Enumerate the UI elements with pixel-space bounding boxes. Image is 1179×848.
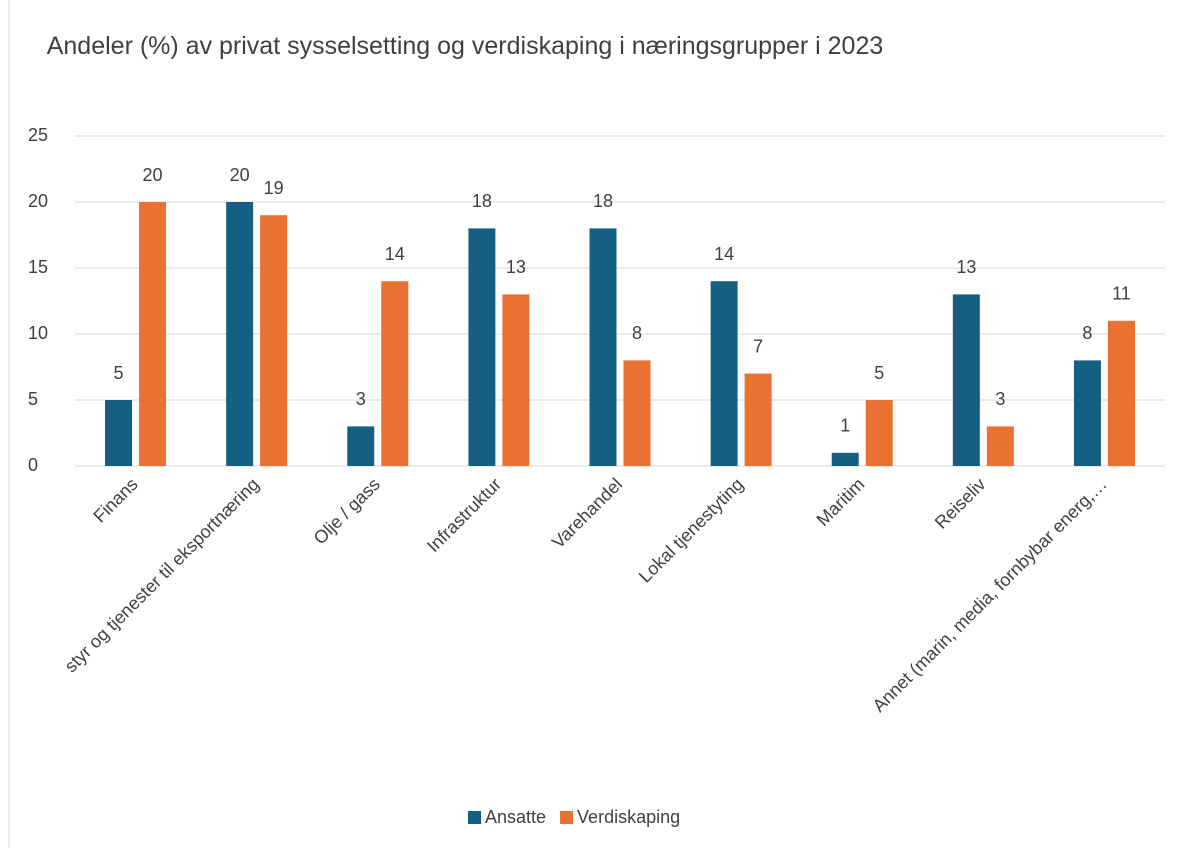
bar	[139, 202, 167, 466]
data-label: 5	[114, 363, 124, 383]
x-tick-label: Annet (marin, media, fornbybar energ,…	[869, 474, 1111, 716]
bar	[105, 400, 133, 466]
data-label: 19	[264, 178, 284, 198]
legend-swatch	[468, 811, 481, 824]
data-label: 20	[143, 165, 163, 185]
y-tick-label: 5	[28, 389, 38, 409]
bar	[1107, 320, 1135, 466]
bar	[381, 281, 409, 466]
legend-label: Ansatte	[485, 807, 546, 827]
bar	[710, 281, 738, 466]
x-tick-label: Maritim	[813, 474, 869, 530]
x-tick-label: Reiseliv	[931, 474, 990, 533]
y-tick-label: 25	[28, 125, 48, 145]
data-label: 13	[506, 257, 526, 277]
data-label: 14	[385, 244, 405, 264]
x-tick-label: Varehandel	[548, 474, 626, 552]
data-label: 8	[632, 323, 642, 343]
bar	[468, 228, 496, 466]
data-label: 5	[874, 363, 884, 383]
x-tick-label: styr og tjenester til eksportnæring	[61, 474, 263, 676]
data-label: 13	[956, 257, 976, 277]
x-tick-label: Olje / gass	[310, 474, 384, 548]
x-tick-label: Infrastruktur	[423, 474, 505, 556]
bar	[986, 426, 1014, 466]
data-label: 7	[753, 336, 763, 356]
bar	[1073, 360, 1101, 466]
data-label: 8	[1082, 323, 1092, 343]
data-label: 20	[230, 165, 250, 185]
bar	[952, 294, 980, 466]
bar	[831, 452, 859, 466]
x-tick-label: Finans	[89, 474, 141, 526]
chart-title: Andeler (%) av privat sysselsetting og v…	[46, 32, 884, 60]
data-label: 3	[995, 389, 1005, 409]
bar	[744, 373, 772, 466]
bar	[260, 215, 288, 466]
data-label: 18	[472, 191, 492, 211]
bar	[226, 202, 254, 466]
legend-label: Verdiskaping	[577, 807, 680, 827]
legend-swatch	[560, 811, 574, 824]
x-tick-label: Lokal tjenestyting	[635, 474, 747, 586]
bar	[347, 426, 375, 466]
data-label: 14	[714, 244, 734, 264]
data-label: 18	[593, 191, 613, 211]
bar	[623, 360, 651, 466]
y-tick-label: 15	[28, 257, 48, 277]
y-tick-label: 10	[28, 323, 48, 343]
bar	[865, 400, 893, 466]
bar	[502, 294, 530, 466]
data-label: 11	[1112, 284, 1131, 304]
data-label: 3	[356, 389, 366, 409]
y-tick-label: 20	[28, 191, 48, 211]
chart-border	[8, 0, 10, 848]
data-label: 1	[840, 416, 850, 436]
bar	[589, 228, 617, 466]
y-tick-label: 0	[28, 455, 38, 475]
